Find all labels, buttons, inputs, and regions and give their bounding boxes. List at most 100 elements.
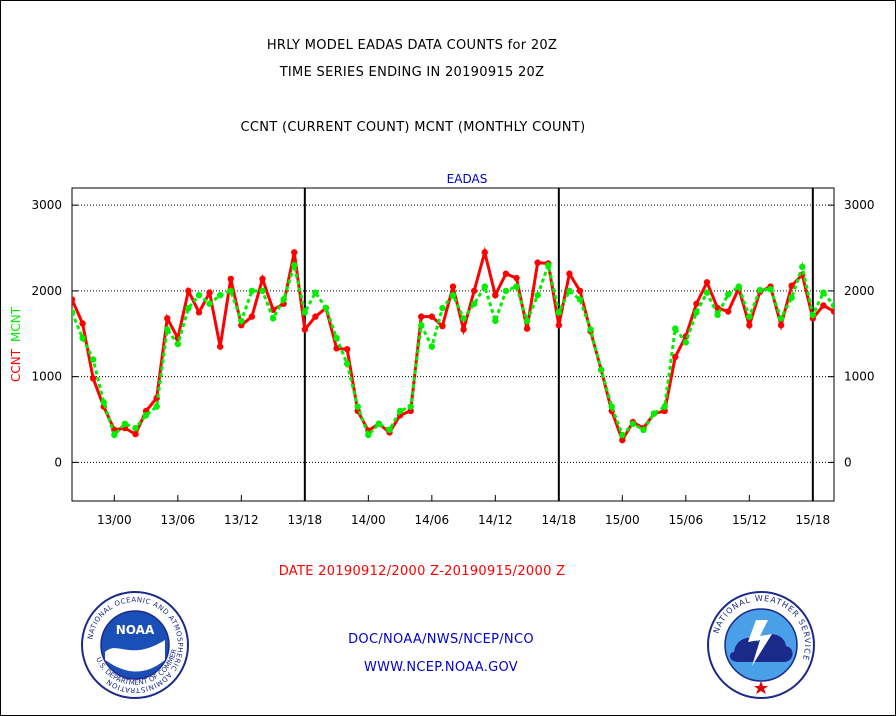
data-point-mcnt [449,291,457,299]
chart-title-line1: HRLY MODEL EADAS DATA COUNTS for 20Z [266,38,558,53]
y-axis-label-mcnt: MCNT [9,306,23,342]
data-point-ccnt [301,326,309,333]
x-tick-label: 13/00 [97,513,132,527]
data-point-mcnt [470,300,478,307]
data-point-mcnt [185,304,192,312]
data-point-mcnt [72,309,76,316]
org-label: DOC/NOAA/NWS/NCEP/NCO [348,632,534,647]
data-point-mcnt [523,317,531,325]
data-point-mcnt [354,403,361,410]
data-point-ccnt [788,282,795,289]
data-point-mcnt [492,317,499,325]
x-tick-label: 15/18 [796,513,831,527]
date-range-label: DATE 20190912/2000 Z-20190915/2000 Z [278,564,566,579]
data-point-mcnt [333,334,340,342]
data-point-mcnt [746,313,753,320]
data-point-mcnt [407,403,414,410]
data-point-mcnt [661,403,668,410]
data-point-mcnt [439,304,446,312]
data-point-ccnt [89,375,97,382]
data-point-ccnt [555,322,563,329]
data-point-mcnt [79,334,86,342]
data-point-ccnt [227,275,234,283]
data-point-mcnt [545,261,552,269]
y-tick-label-right: 1000 [844,370,875,384]
data-point-mcnt [343,360,351,367]
y-tick-label-right: 2000 [844,284,875,298]
data-point-mcnt [238,317,245,325]
data-point-ccnt [248,313,256,320]
x-tick-label: 14/18 [542,513,577,527]
data-point-mcnt [576,296,584,303]
data-point-mcnt [693,309,700,316]
data-point-ccnt [185,287,192,295]
data-point-ccnt [206,289,213,296]
data-point-ccnt [513,274,520,282]
data-point-mcnt [587,326,594,333]
x-tick-label: 14/12 [478,513,513,527]
data-point-mcnt [820,289,827,296]
y-tick-label-left: 2000 [31,284,62,298]
data-point-ccnt [216,343,224,350]
data-point-mcnt [206,300,213,307]
data-point-mcnt [418,322,425,329]
data-point-ccnt [619,436,626,444]
data-point-mcnt [597,366,605,373]
data-point-mcnt [555,309,563,316]
data-point-mcnt [481,283,488,290]
data-point-mcnt [756,286,764,294]
data-point-ccnt [428,313,436,320]
data-point-mcnt [322,304,330,312]
data-point-ccnt [259,275,266,283]
data-point-ccnt [693,300,700,307]
plot-area-border [71,187,835,502]
x-tick-label: 15/06 [669,513,704,527]
data-point-mcnt [428,343,436,350]
data-point-mcnt [280,296,287,303]
data-point-mcnt [121,420,129,428]
data-point-mcnt [195,291,203,299]
chart-title-line2: TIME SERIES ENDING IN 20190915 20Z [279,65,545,80]
data-point-ccnt [746,322,753,329]
data-point-mcnt [111,431,118,439]
data-point-ccnt [534,259,541,266]
data-point-mcnt [682,339,690,346]
data-point-ccnt [523,325,531,332]
data-point-mcnt [640,426,647,434]
data-point-mcnt [703,289,711,296]
data-point-ccnt [481,249,488,256]
data-point-mcnt [365,431,372,439]
y-tick-label-left: 3000 [31,198,62,212]
data-point-mcnt [301,309,309,316]
data-point-ccnt [460,326,467,333]
data-point-ccnt [820,302,827,309]
series-line-ccnt [72,246,834,444]
data-point-ccnt [672,353,679,361]
url-link[interactable]: WWW.NCEP.NOAA.GOV [363,660,519,675]
data-point-ccnt [724,308,732,315]
data-point-mcnt [227,287,234,295]
data-point-ccnt [333,345,340,352]
data-point-mcnt [767,285,774,293]
data-point-ccnt [502,270,510,277]
data-point-mcnt [386,426,393,434]
data-point-mcnt [312,289,319,296]
data-point-ccnt [132,430,139,438]
y-tick-label-left: 0 [54,455,62,469]
data-point-ccnt [449,283,457,290]
data-point-ccnt [291,249,298,256]
data-point-mcnt [164,326,171,333]
data-point-mcnt [396,407,404,415]
data-point-mcnt [513,283,520,290]
data-point-ccnt [72,296,76,303]
data-point-ccnt [195,309,203,316]
data-point-ccnt [492,291,499,299]
x-tick-label: 13/12 [224,513,259,527]
data-point-mcnt [142,412,150,419]
y-axis-label-ccnt: CCNT [9,348,23,382]
data-point-mcnt [534,291,541,299]
y-tick-label-left: 1000 [31,370,62,384]
data-point-ccnt [418,313,425,320]
data-point-mcnt [248,287,256,295]
